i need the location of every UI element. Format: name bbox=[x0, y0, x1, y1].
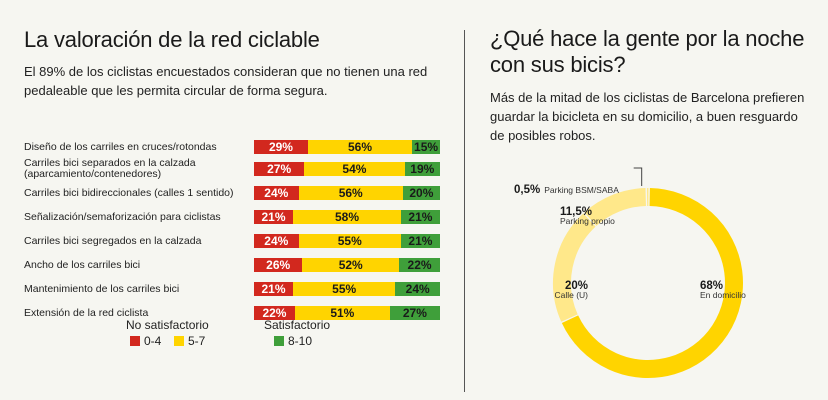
stacked-bar: 21% 58% 21% bbox=[254, 210, 440, 224]
bar-segment-yellow: 56% bbox=[307, 140, 413, 154]
bar-segment-yellow: 56% bbox=[298, 186, 403, 200]
bar-row: Carriles bici bidireccionales (calles 1 … bbox=[24, 182, 444, 204]
bar-row: Diseño de los carriles en cruces/rotonda… bbox=[24, 136, 444, 158]
bar-category-label: Carriles bici bidireccionales (calles 1 … bbox=[24, 186, 234, 199]
donut-slice bbox=[561, 188, 743, 378]
bar-segment-red: 29% bbox=[254, 140, 308, 154]
donut-label: 0,5% Parking BSM/SABA bbox=[514, 180, 619, 198]
bar-row: Mantenimiento de los carriles bici 21% 55%… bbox=[24, 278, 444, 300]
bar-segment-yellow: 51% bbox=[294, 306, 390, 320]
donut-slice bbox=[553, 213, 596, 322]
bar-category-label: Extensión de la red ciclista bbox=[24, 306, 149, 319]
stacked-bar: 27% 54% 19% bbox=[254, 162, 440, 176]
donut-slice-value: 68% bbox=[700, 280, 724, 292]
legend-swatch-green bbox=[274, 336, 284, 346]
bar-category-label: Carriles bici separados en la calzada (a… bbox=[24, 157, 196, 180]
legend-label-red: 0-4 bbox=[144, 334, 162, 348]
bar-row: Extensión de la red ciclista 22% 51% 27% bbox=[24, 302, 444, 324]
legend-swatch-yellow bbox=[174, 336, 184, 346]
stacked-bar: 24% 56% 20% bbox=[254, 186, 440, 200]
donut-chart-title: ¿Qué hace la gente por la noche con sus … bbox=[490, 26, 805, 77]
left-panel: La valoración de la red ciclable El 89% … bbox=[24, 26, 444, 348]
donut-slice-value: 0,5% bbox=[514, 184, 541, 196]
donut-slice-value: 11,5% bbox=[560, 206, 592, 218]
bar-segment-green: 21% bbox=[400, 234, 440, 248]
stacked-bar: 21% 55% 24% bbox=[254, 282, 440, 296]
donut-label: 11,5% Parking propio bbox=[560, 206, 615, 226]
bar-segment-green: 19% bbox=[404, 162, 440, 176]
bar-chart-subtitle: El 89% de los ciclistas encuestados cons… bbox=[24, 64, 428, 98]
bar-segment-green: 22% bbox=[399, 258, 440, 272]
bar-segment-yellow: 55% bbox=[293, 282, 396, 296]
right-panel: ¿Qué hace la gente por la noche con sus … bbox=[490, 26, 810, 145]
bar-category-label: Carriles bici segregados en la calzada bbox=[24, 234, 202, 247]
legend-item-green: 8-10 bbox=[274, 334, 312, 348]
bar-row: Carriles bici segregados en la calzada 24… bbox=[24, 230, 444, 252]
donut-slice-value: 20% bbox=[564, 280, 588, 292]
legend-label-green: 8-10 bbox=[288, 334, 313, 348]
donut-chart-subtitle: Más de la mitad de los ciclistas de Barc… bbox=[490, 90, 805, 143]
bar-segment-red: 24% bbox=[254, 234, 299, 248]
legend: No satisfactorio Satisfactorio 0-4 5-7 8… bbox=[126, 318, 446, 358]
donut-slice-name: En domicilio bbox=[700, 290, 746, 300]
bar-segment-green: 27% bbox=[389, 306, 440, 320]
bar-segment-green: 24% bbox=[395, 282, 440, 296]
stacked-bar: 26% 52% 22% bbox=[254, 258, 440, 272]
legend-item-red: 0-4 bbox=[130, 334, 161, 348]
donut-slice-name: Parking BSM/SABA bbox=[544, 185, 619, 195]
bar-segment-green: 15% bbox=[412, 140, 440, 154]
bar-segment-red: 27% bbox=[254, 162, 305, 176]
bar-category-label: Señalización/semaforización para ciclist… bbox=[24, 210, 221, 223]
legend-item-yellow: 5-7 bbox=[174, 334, 205, 348]
legend-no-satisfactorio: No satisfactorio bbox=[126, 318, 209, 332]
bar-segment-red: 21% bbox=[254, 282, 294, 296]
bar-segment-green: 20% bbox=[402, 186, 440, 200]
bar-segment-red: 24% bbox=[254, 186, 299, 200]
bar-segment-green: 21% bbox=[400, 210, 440, 224]
leader-line bbox=[633, 167, 643, 187]
donut-slice-name: Calle (U) bbox=[554, 290, 588, 300]
donut-label: 68% En domicilio bbox=[700, 280, 746, 300]
bar-segment-yellow: 58% bbox=[293, 210, 401, 224]
donut-label: 20% Calle (U) bbox=[548, 280, 588, 300]
bar-category-label: Mantenimiento de los carriles bici bbox=[24, 282, 180, 295]
stacked-bar: 24% 55% 21% bbox=[254, 234, 440, 248]
panel-divider bbox=[464, 30, 465, 392]
bar-segment-yellow: 55% bbox=[298, 234, 401, 248]
donut-slice bbox=[584, 188, 647, 227]
bar-chart-title: La valoración de la red ciclable bbox=[24, 27, 320, 52]
bar-category-label: Ancho de los carriles bici bbox=[24, 258, 141, 271]
bar-row: Carriles bici separados en la calzada (a… bbox=[24, 158, 444, 180]
stacked-bar: 29% 56% 15% bbox=[254, 140, 440, 154]
legend-label-yellow: 5-7 bbox=[188, 334, 206, 348]
bar-segment-yellow: 54% bbox=[304, 162, 405, 176]
bar-segment-red: 21% bbox=[254, 210, 294, 224]
donut-slice-name: Parking propio bbox=[560, 216, 615, 226]
stacked-bar: 22% 51% 27% bbox=[254, 306, 440, 320]
bar-segment-red: 22% bbox=[254, 306, 295, 320]
bar-segment-red: 26% bbox=[254, 258, 303, 272]
legend-swatch-red bbox=[130, 336, 140, 346]
bar-row: Señalización/semaforización para ciclist… bbox=[24, 206, 444, 228]
bar-category-label: Diseño de los carriles en cruces/rotonda… bbox=[24, 140, 217, 153]
bar-row: Ancho de los carriles bici 26% 52% 22% bbox=[24, 254, 444, 276]
bar-segment-yellow: 52% bbox=[302, 258, 400, 272]
legend-satisfactorio: Satisfactorio bbox=[264, 318, 331, 332]
